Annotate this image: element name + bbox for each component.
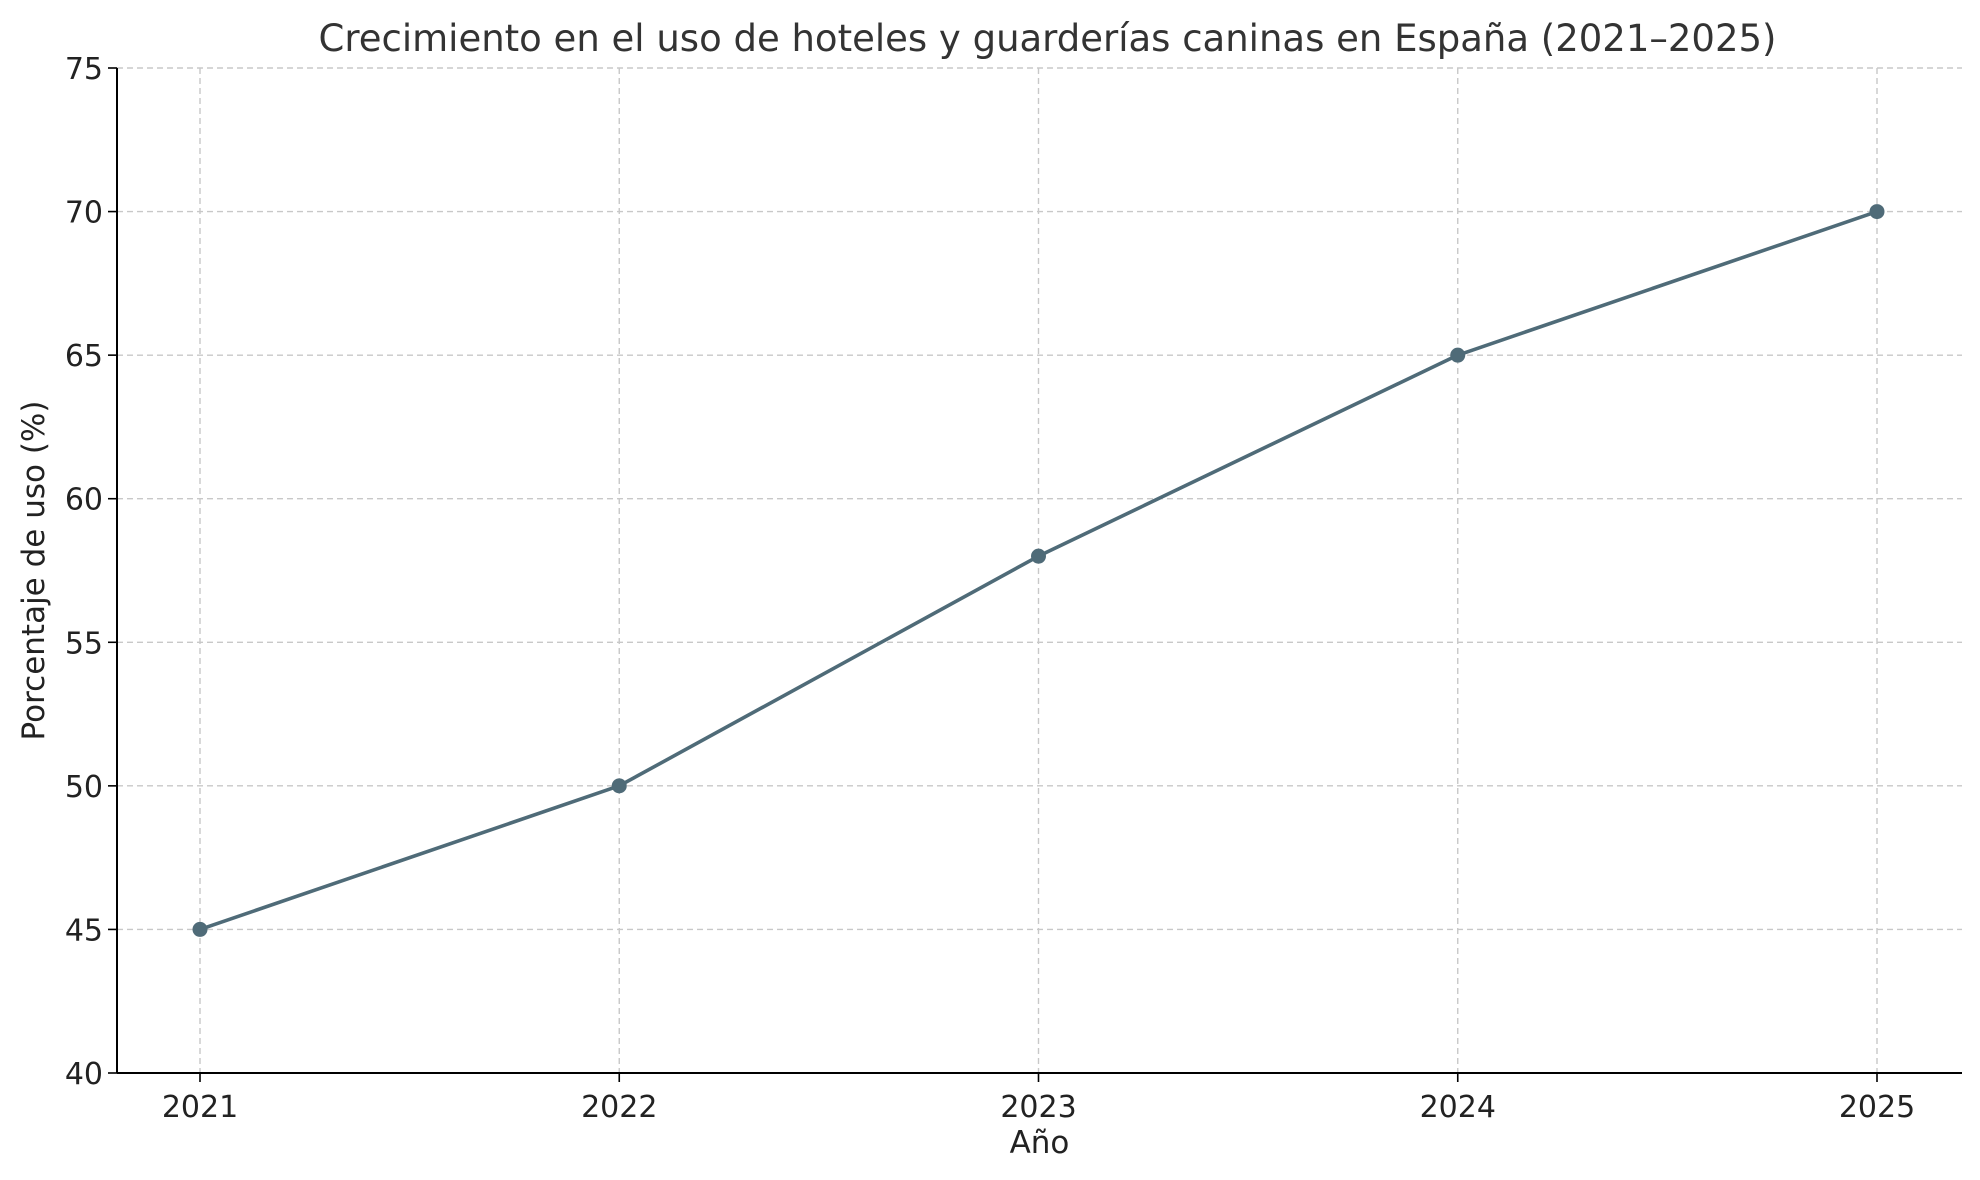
data-point <box>1031 548 1046 564</box>
data-point <box>1869 204 1885 220</box>
grid <box>117 67 1962 1074</box>
data-point <box>192 921 208 937</box>
y-tick-label: 50 <box>65 770 103 805</box>
x-tick-label: 2021 <box>162 1090 238 1125</box>
y-tick-label: 45 <box>65 913 103 948</box>
data-point <box>1450 347 1466 363</box>
x-tick-label: 2024 <box>1420 1090 1496 1125</box>
x-axis-label: Año <box>1010 1125 1070 1161</box>
y-tick-label: 40 <box>65 1057 103 1092</box>
x-tick-label: 2022 <box>581 1090 657 1125</box>
y-ticks: 40 45 50 55 60 65 70 75 <box>65 52 117 1092</box>
y-tick-label: 55 <box>65 626 103 661</box>
series <box>192 204 1885 937</box>
y-tick-label: 65 <box>65 339 103 374</box>
axes <box>116 68 1962 1074</box>
x-tick-label: 2025 <box>1839 1090 1915 1125</box>
chart-title: Crecimiento en el uso de hoteles y guard… <box>319 17 1777 60</box>
data-point <box>611 778 627 794</box>
y-tick-label: 60 <box>65 483 103 518</box>
y-tick-label: 70 <box>65 196 103 231</box>
x-tick-label: 2023 <box>1000 1090 1076 1125</box>
y-axis-label: Porcentaje de uso (%) <box>16 401 52 741</box>
y-tick-label: 75 <box>65 52 103 87</box>
x-ticks: 2021 2022 2023 2024 2025 <box>162 1073 1915 1125</box>
